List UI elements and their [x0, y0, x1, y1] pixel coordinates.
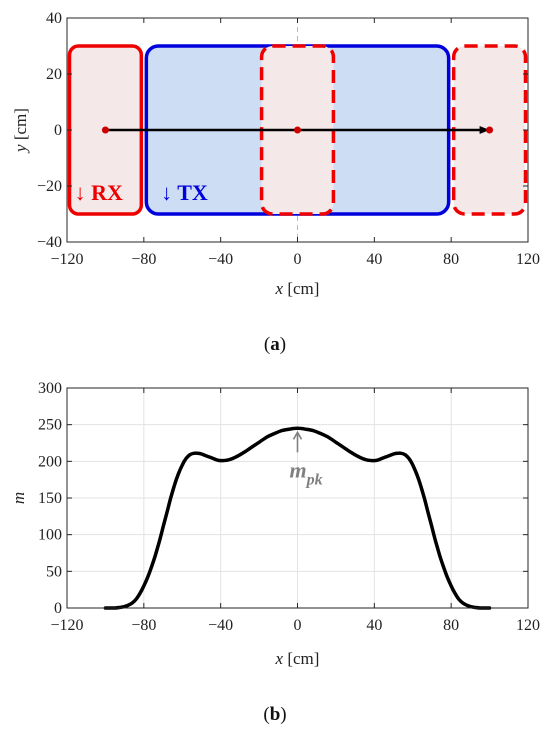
x-tick-label: −120 — [50, 617, 83, 634]
x-tick-label: 40 — [366, 617, 382, 634]
x-tick-label: −80 — [131, 617, 156, 634]
panel-a: −120 −80 −40 0 40 80 120 −40 −20 0 20 40 ↓ RX ↓ TX… — [11, 10, 540, 355]
mpk-main: m — [290, 457, 307, 482]
x-tick-label: 80 — [443, 251, 459, 268]
x-var: x — [275, 279, 284, 298]
y-tick-label: 0 — [54, 600, 62, 617]
y-unit: [cm] — [11, 108, 30, 144]
x-tick-label: −40 — [208, 617, 233, 634]
panel-a-x-axis-label: x [cm] — [275, 279, 320, 298]
y-tick-label: 250 — [38, 417, 62, 434]
x-tick-label: −40 — [208, 251, 233, 268]
rx-label: ↓ RX — [75, 180, 123, 205]
panel-b-x-ticks: −120 −80 −40 0 40 80 120 — [50, 388, 540, 634]
x-unit: [cm] — [283, 649, 319, 668]
panel-b-x-axis-label: x [cm] — [275, 649, 320, 668]
mpk-arrow-head — [292, 430, 303, 440]
y-tick-label: 50 — [46, 563, 62, 580]
mpk-annotation: mpk — [290, 430, 323, 488]
x-unit: [cm] — [283, 279, 319, 298]
x-tick-label: −120 — [50, 251, 83, 268]
panel-a-label: (a) — [264, 334, 286, 355]
panel-b-grid — [66, 387, 529, 609]
m-curve — [103, 426, 492, 610]
marker-end — [486, 126, 494, 134]
tx-label: ↓ TX — [161, 180, 208, 205]
panel-b-label: (b) — [263, 704, 286, 725]
x-tick-label: 40 — [366, 251, 382, 268]
y-tick-label: 20 — [46, 66, 62, 83]
panel-a-letter: a — [270, 334, 280, 355]
y-tick-label: 200 — [38, 453, 62, 470]
marker-middle — [294, 126, 301, 134]
panel-a-x-ticks: −120 −80 −40 0 40 80 120 — [50, 18, 540, 268]
x-tick-label: 120 — [516, 617, 540, 634]
x-tick-label: 0 — [294, 617, 302, 634]
panel-a-y-ticks: −40 −20 0 20 40 — [37, 10, 528, 251]
y-tick-label: 40 — [46, 10, 62, 27]
y-tick-label: −40 — [37, 234, 62, 251]
panel-b-y-ticks: 0 50 100 150 200 250 300 — [38, 380, 528, 617]
panel-b-y-axis-label: m — [9, 492, 28, 504]
y-tick-label: −20 — [37, 178, 62, 195]
x-tick-label: 80 — [443, 617, 459, 634]
y-tick-label: 150 — [38, 490, 62, 507]
marker-start — [101, 126, 109, 134]
y-tick-label: 100 — [38, 527, 62, 544]
mpk-sub: pk — [305, 471, 323, 488]
y-tick-label: 0 — [54, 122, 62, 139]
panel-a-y-axis-label: y [cm] — [11, 108, 30, 154]
x-var: x — [275, 649, 284, 668]
x-tick-label: −80 — [131, 251, 156, 268]
mpk-label: mpk — [290, 457, 323, 488]
x-tick-label: 120 — [516, 251, 540, 268]
x-tick-label: 0 — [294, 251, 302, 268]
y-tick-label: 300 — [38, 380, 62, 397]
panel-b-letter: b — [270, 704, 281, 725]
y-var: y — [11, 144, 30, 154]
